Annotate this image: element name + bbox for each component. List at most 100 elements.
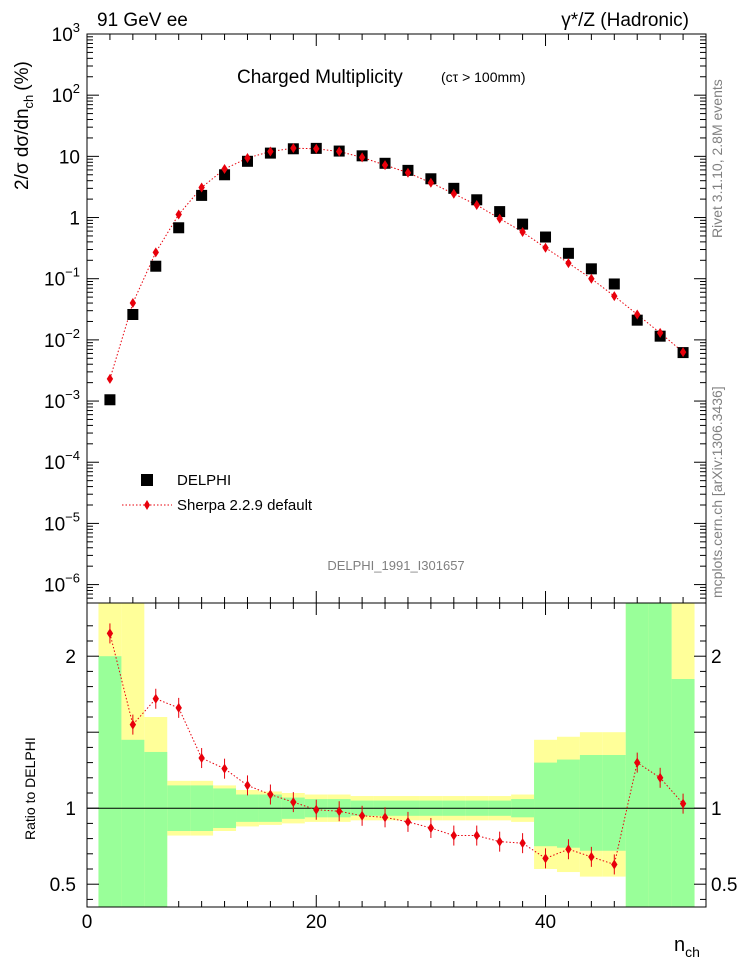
mc-point bbox=[198, 182, 205, 193]
y-tick-base: 10 bbox=[44, 514, 65, 535]
y-tick-base: 10 bbox=[44, 576, 65, 597]
ratio-mc-point bbox=[335, 806, 343, 817]
data-point bbox=[494, 206, 506, 218]
mc-point bbox=[656, 327, 664, 338]
mc-point bbox=[175, 209, 182, 220]
y-tick-label: 10−6 bbox=[44, 571, 80, 597]
ratio-mc-point bbox=[496, 836, 503, 847]
ratio-mc-point bbox=[427, 822, 435, 833]
ratio-y-tick-label-right: 1 bbox=[711, 799, 722, 820]
legend-mc-label: Sherpa 2.2.9 default bbox=[177, 497, 313, 514]
mc-point bbox=[496, 213, 503, 224]
ratio-mc-point bbox=[519, 838, 526, 849]
ratio-mc-point bbox=[588, 851, 595, 862]
y-tick-base: 10 bbox=[44, 453, 65, 474]
ratio-mc-point bbox=[267, 789, 274, 800]
ratio-mc-point bbox=[152, 693, 159, 704]
ratio-band-inner bbox=[648, 603, 672, 907]
x-tick-label: 0 bbox=[82, 912, 93, 933]
main-title-note: (cτ > 100mm) bbox=[441, 69, 526, 85]
mc-point bbox=[106, 373, 114, 384]
y-tick-label: 10−5 bbox=[44, 509, 80, 535]
mcplots-label: mcplots.cern.ch [arXiv:1306.3436] bbox=[709, 386, 725, 598]
ratio-mc-point bbox=[198, 753, 205, 764]
legend: DELPHI Sherpa 2.2.9 default bbox=[122, 472, 313, 514]
data-point bbox=[173, 222, 185, 234]
y-tick-exponent: −6 bbox=[65, 571, 80, 586]
ratio-mc-point bbox=[404, 816, 412, 827]
y-tick-label: 103 bbox=[52, 20, 80, 46]
mc-point bbox=[404, 167, 412, 178]
mc-point bbox=[634, 309, 641, 320]
ratio-band-inner bbox=[144, 751, 168, 907]
data-point bbox=[585, 263, 597, 275]
ratio-band-inner bbox=[121, 739, 145, 907]
data-point bbox=[540, 231, 552, 243]
ratio-y-tick-label: 1 bbox=[65, 799, 76, 820]
y-tick-label: 10−4 bbox=[44, 448, 80, 474]
data-point bbox=[471, 194, 483, 206]
ratio-band-inner bbox=[556, 759, 580, 848]
mc-point bbox=[221, 164, 228, 175]
ratio-mc-point bbox=[358, 810, 366, 821]
mc-point bbox=[542, 242, 549, 253]
mc-series-line bbox=[109, 147, 684, 380]
ratio-y-axis-label: Ratio to DELPHI bbox=[22, 737, 38, 840]
ratio-band-inner bbox=[671, 679, 695, 907]
ratio-y-tick-label-right: 0.5 bbox=[711, 875, 737, 896]
energy-label: 91 GeV ee bbox=[97, 10, 188, 31]
mc-point bbox=[152, 247, 159, 258]
y-tick-exponent: 2 bbox=[73, 81, 80, 96]
y-axis-label-sub: ch bbox=[21, 95, 36, 109]
y-tick-exponent: −1 bbox=[65, 265, 80, 280]
y-axis-label-main: 2/σ dσ/dn bbox=[12, 108, 33, 190]
y-tick-base: 10 bbox=[44, 392, 65, 413]
y-tick-exponent: −2 bbox=[65, 326, 80, 341]
y-tick-label: 10−3 bbox=[44, 387, 80, 413]
ratio-mc-point bbox=[313, 804, 320, 815]
mc-point bbox=[267, 146, 274, 157]
ratio-band-inner bbox=[534, 762, 557, 847]
mc-point bbox=[473, 200, 480, 211]
data-point bbox=[631, 314, 643, 326]
ratio-mc-point bbox=[542, 853, 549, 864]
x-axis-label-main: n bbox=[674, 934, 685, 956]
ratio-mc-point bbox=[473, 830, 480, 841]
data-point bbox=[608, 278, 620, 290]
y-tick-label: 10 bbox=[59, 147, 80, 168]
data-point bbox=[127, 308, 139, 320]
ratio-mc-point bbox=[634, 757, 641, 768]
data-point bbox=[517, 218, 529, 230]
mc-point bbox=[381, 160, 389, 171]
ratio-frame bbox=[86, 602, 707, 908]
mc-point bbox=[335, 146, 343, 157]
mc-point bbox=[129, 298, 137, 309]
data-point bbox=[104, 394, 116, 406]
legend-mc-marker bbox=[144, 500, 150, 510]
y-tick-label: 10−1 bbox=[44, 265, 80, 291]
analysis-id: DELPHI_1991_I301657 bbox=[327, 558, 464, 573]
y-tick-exponent: −5 bbox=[65, 509, 80, 524]
y-axis-label-unit: (%) bbox=[12, 61, 33, 91]
mc-point bbox=[519, 227, 526, 238]
data-point bbox=[150, 260, 162, 272]
x-axis-label: nch bbox=[674, 934, 700, 960]
data-point bbox=[562, 247, 574, 259]
mc-point bbox=[565, 258, 572, 269]
y-axis-label: 2/σ dσ/dnch (%) bbox=[12, 61, 36, 190]
data-point bbox=[448, 182, 460, 194]
rivet-version-label: Rivet 3.1.10, 2.8M events bbox=[709, 79, 725, 238]
ratio-mc-point bbox=[221, 763, 228, 774]
ratio-mc-point bbox=[175, 702, 182, 713]
x-tick-label: 40 bbox=[535, 912, 556, 933]
y-tick-exponent: 3 bbox=[73, 20, 80, 35]
ratio-mc-point bbox=[290, 797, 297, 808]
data-point bbox=[219, 169, 231, 181]
main-frame bbox=[86, 33, 707, 604]
ratio-band-inner bbox=[579, 755, 603, 851]
mc-point bbox=[588, 273, 595, 284]
ratio-band-inner bbox=[602, 755, 626, 851]
ratio-mc-point bbox=[679, 798, 687, 809]
mc-point bbox=[427, 177, 435, 188]
